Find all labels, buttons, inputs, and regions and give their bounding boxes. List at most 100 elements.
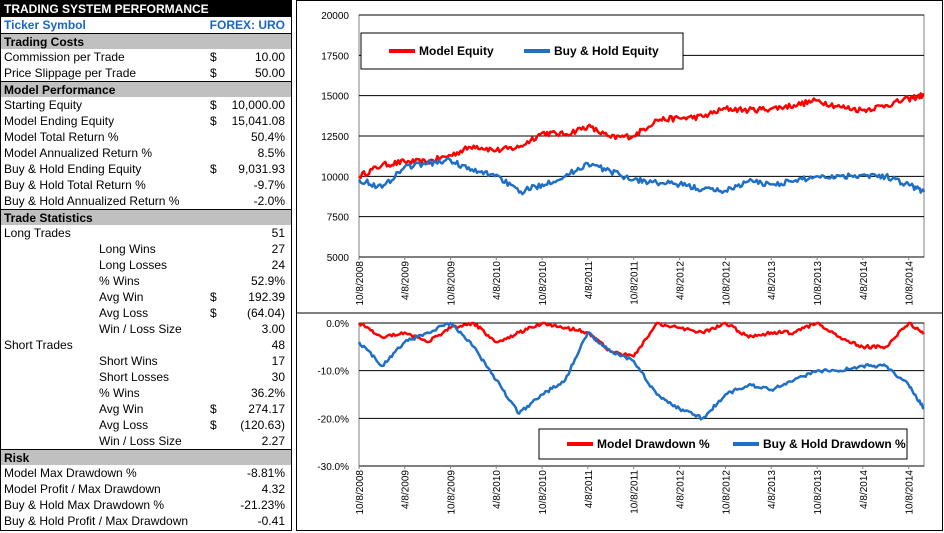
y-tick-label: 20000 [321,11,349,22]
x-tick-label: 10/8/2011 [630,261,641,305]
stat-label: Short Wins [99,354,158,368]
stat-label: Long Trades [4,226,71,240]
stat-value: 48 [271,338,285,352]
stat-label: Buy & Hold Profit / Max Drawdown [4,514,189,528]
stat-value: 50.00 [254,66,285,80]
stat-row: % Wins 52.9% [1,273,291,289]
series-line [357,321,925,421]
currency-symbol: $ [210,306,217,320]
stat-value: -21.23% [240,498,285,512]
ticker-value: FOREX: URO [209,18,285,32]
stat-value: 9,031.93 [238,162,285,176]
stat-value: (64.04) [246,306,285,320]
stat-row: Avg Win $274.17 [1,401,291,417]
currency-symbol: $ [210,66,217,80]
stat-label: Price Slippage per Trade [4,66,137,80]
y-tick-label: 15000 [321,92,349,103]
stat-label: Short Losses [99,370,170,384]
x-tick-label: 10/8/2013 [813,470,824,515]
stat-value: 4.32 [261,482,285,496]
stat-label: Commission per Trade [4,50,125,64]
stat-row: Long Losses 24 [1,257,291,273]
stat-label: Buy & Hold Max Drawdown % [4,498,165,512]
stat-label: Avg Loss [99,306,149,320]
currency-symbol: $ [210,98,217,112]
y-tick-label: 0.0% [326,319,349,330]
stat-row: Buy & Hold Ending Equity $9,031.93 [1,161,291,177]
stat-label: Long Losses [99,258,168,272]
x-tick-label: 10/8/2008 [355,261,366,306]
x-tick-label: 4/8/2013 [767,470,778,509]
stat-label: Short Trades [4,338,73,352]
x-tick-label: 10/8/2009 [447,470,458,515]
legend-box [538,428,908,460]
stat-label: % Wins [99,386,140,400]
chart-area: 5000 7500 10000 12500 15000 17500 20000 10/8/20… [296,0,943,531]
stat-row: Short Wins 17 [1,353,291,369]
stat-row: Model Ending Equity $15,041.08 [1,113,291,129]
x-tick-label: 4/8/2010 [492,261,503,300]
x-tick-label: 10/8/2013 [813,261,824,306]
stat-row: Model Total Return % 50.4% [1,129,291,145]
charts-svg: 5000 7500 10000 12500 15000 17500 20000 10/8/20… [297,11,942,515]
section-header: Trade Statistics [1,209,291,225]
x-tick-label: 4/8/2012 [676,470,687,509]
y-tick-label: 12500 [321,132,349,143]
stat-label: Win / Loss Size [99,322,182,336]
stat-value: -8.81% [246,466,285,480]
stat-row: Avg Loss $ (120.63) [1,417,291,433]
x-tick-label: 4/8/2009 [401,261,412,300]
stat-row: Model Profit / Max Drawdown 4.32 [1,481,291,497]
stat-label: Avg Win [99,290,144,304]
panel-title: TRADING SYSTEM PERFORMANCE [1,1,291,17]
stat-row: Win / Loss Size 3.00 [1,321,291,337]
stat-row: Avg Win $192.39 [1,289,291,305]
x-tick-label: 4/8/2014 [859,261,870,300]
y-tick-label: 5000 [327,253,350,264]
x-tick-label: 4/8/2011 [584,470,595,509]
stat-row: Buy & Hold Total Return % -9.7% [1,177,291,193]
stat-label: Avg Win [99,402,144,416]
stat-label: Model Max Drawdown % [4,466,137,480]
legend-label: Model Equity [419,44,494,58]
ticker-row: Ticker Symbol FOREX: URO [1,17,291,34]
y-tick-label: 7500 [327,213,350,224]
stat-value: 17 [271,354,285,368]
x-tick-label: 10/8/2008 [355,470,366,515]
x-tick-label: 10/8/2009 [447,261,458,306]
stat-value: 192.39 [248,290,285,304]
x-tick-label: 4/8/2013 [767,261,778,300]
stat-value: 2.27 [261,434,285,448]
stat-label: Buy & Hold Ending Equity [4,162,142,176]
stat-value: 10,000.00 [231,98,285,112]
x-tick-label: 4/8/2009 [401,470,412,509]
stat-label: Model Annualized Return % [4,146,153,160]
x-tick-label: 10/8/2014 [905,261,916,306]
x-tick-label: 10/8/2012 [722,261,733,306]
series-line [358,92,925,180]
y-tick-label: -20.0% [317,414,349,425]
stat-label: Long Wins [99,242,156,256]
stat-value: 51 [271,226,285,240]
performance-panel: TRADING SYSTEM PERFORMANCE Ticker Symbol F… [0,0,292,531]
stat-label: Win / Loss Size [99,434,182,448]
stat-value: (120.63) [240,418,285,432]
stat-value: 15,041.08 [231,114,285,128]
currency-symbol: $ [210,290,217,304]
x-tick-label: 10/8/2011 [630,470,641,514]
stat-row: Price Slippage per Trade $50.00 [1,65,291,81]
stat-label: % Wins [99,274,140,288]
stat-row: Buy & Hold Annualized Return % -2.0% [1,193,291,209]
currency-symbol: $ [210,162,217,176]
stat-row: Buy & Hold Max Drawdown % -21.23% [1,497,291,513]
currency-symbol: $ [210,50,217,64]
y-tick-label: 10000 [321,172,349,183]
stat-row: Commission per Trade $10.00 [1,49,291,65]
x-tick-label: 10/8/2010 [538,261,549,306]
stat-row: % Wins 36.2% [1,385,291,401]
ticker-label: Ticker Symbol [4,18,86,32]
stat-row: Win / Loss Size 2.27 [1,433,291,449]
section-header: Risk [1,449,291,465]
legend-label: Buy & Hold Equity [554,44,659,58]
x-tick-label: 4/8/2011 [584,261,595,300]
